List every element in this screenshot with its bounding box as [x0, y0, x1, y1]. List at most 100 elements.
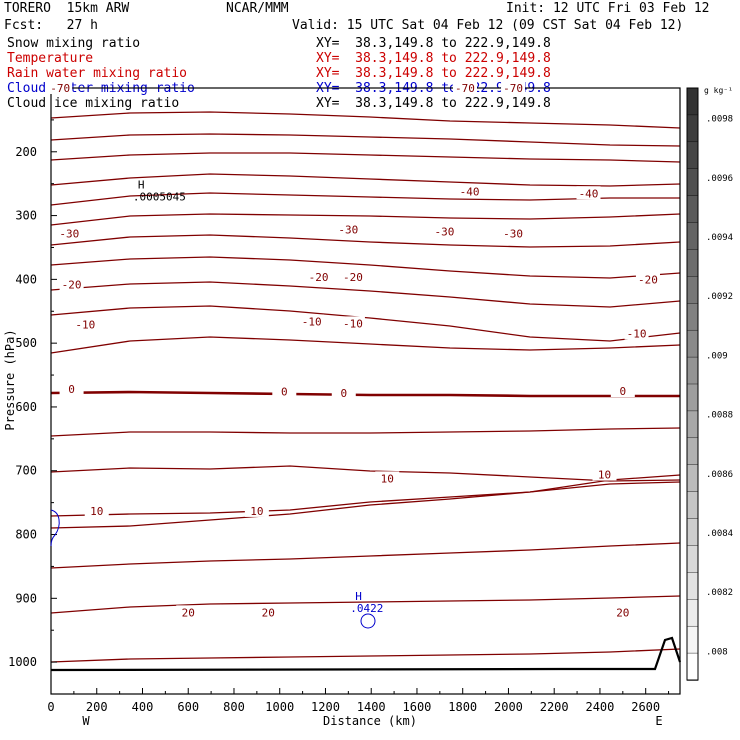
x-tick-label: 2200: [540, 700, 569, 714]
field-xy-rain: XY= 38.3,149.8 to 222.9,149.8: [316, 66, 551, 81]
colorbar-band: [686, 410, 699, 439]
isotherm-label: -10: [627, 328, 647, 341]
x-tick-label: 800: [223, 700, 245, 714]
maximum-marker: H: [138, 178, 145, 191]
isotherm-line: [50, 305, 681, 342]
isotherm-line: [50, 336, 681, 354]
isotherm-label-bg: [610, 605, 635, 619]
isotherm-label-bg: [59, 277, 84, 291]
x-tick-label: 1200: [311, 700, 340, 714]
isotherm-label-bg: [176, 605, 201, 619]
isotherm-line: [50, 152, 681, 163]
x-tick-label: 2600: [631, 700, 660, 714]
field-xy-snow: XY= 38.3,149.8 to 222.9,149.8: [316, 36, 551, 51]
colorbar-frame: [686, 87, 699, 681]
isotherm-label: -20: [638, 273, 658, 286]
colorbar-band: [686, 168, 699, 197]
isotherm-label: 20: [182, 606, 195, 619]
colorbar-tick-label: .008: [706, 647, 728, 657]
isotherm-label: 10: [598, 469, 611, 482]
isotherm-label-bg: [452, 81, 477, 94]
isotherm-line: [50, 465, 681, 482]
freezing-level-line: [50, 390, 680, 398]
isotherm-line: [50, 474, 681, 529]
cloud-water-contour: [360, 613, 376, 629]
colorbar-tick-label: .0092: [706, 292, 733, 302]
isotherm-label-bg: [501, 226, 526, 240]
y-tick-label: 800: [15, 528, 37, 542]
colorbar-band: [686, 599, 699, 627]
isotherm-label-bg: [59, 382, 84, 396]
isotherm-label: -70: [455, 82, 475, 95]
colorbar-band: [686, 545, 699, 574]
isotherm-line: [50, 234, 681, 248]
isotherm-line: [50, 133, 681, 147]
colorbar-band: [686, 491, 699, 520]
colorbar-band: [686, 87, 699, 116]
colorbar-band: [686, 356, 699, 385]
colorbar-band: [686, 572, 699, 600]
isotherm-label-bg: [306, 269, 331, 283]
colorbar-band: [686, 464, 699, 493]
colorbar-tick-label: .0096: [706, 174, 733, 184]
model-title: TORERO 15km ARW: [4, 1, 130, 16]
maximum-marker: H: [355, 590, 362, 603]
field-label-snow: Snow mixing ratio: [7, 36, 141, 51]
isotherm-label: -30: [434, 226, 454, 239]
isotherm-label: -10: [302, 315, 322, 328]
maximum-value: .0422: [350, 602, 383, 615]
y-tick-label: 500: [15, 336, 37, 350]
isotherm-label-bg: [432, 224, 457, 238]
isotherm-label: -70: [50, 82, 70, 95]
isotherm-label-bg: [375, 471, 400, 485]
colorbar-band: [686, 329, 699, 358]
maximum-value: .0005045: [133, 190, 186, 203]
forecast-hour: Fcst: 27 h: [4, 18, 98, 33]
colorbar-unit: g kg⁻¹: [704, 86, 733, 95]
x-tick-label: 2000: [494, 700, 523, 714]
isotherm-label-bg: [501, 81, 526, 94]
isotherm-label-bg: [57, 226, 82, 240]
x-axis-title: Distance (km): [323, 714, 417, 728]
y-tick-label: 200: [15, 145, 37, 159]
y-tick-label: 400: [15, 272, 37, 286]
field-xy-cloud-ice: XY= 38.3,149.8 to 222.9,149.8: [316, 96, 551, 111]
x-tick-label: 1000: [265, 700, 294, 714]
isotherm-line: [50, 173, 681, 187]
isotherm-label-bg: [73, 317, 98, 331]
colorbar-tick-label: .0084: [706, 529, 733, 539]
isotherm-line: [50, 256, 681, 279]
isotherm-label-bg: [610, 384, 635, 397]
x-tick-label: 1600: [403, 700, 432, 714]
isotherm-label-bg: [256, 605, 281, 619]
colorbar-band: [686, 303, 699, 331]
isotherm-line: [50, 111, 681, 129]
plot-frame: [50, 87, 681, 695]
isotherm-label-bg: [340, 269, 365, 283]
colorbar-tick-label: .0098: [706, 115, 733, 125]
colorbar-tick-label: .0094: [706, 233, 733, 243]
isotherm-line: [50, 481, 681, 517]
x-tick-label: 400: [132, 700, 154, 714]
colorbar-band: [686, 518, 699, 547]
field-label-rain: Rain water mixing ratio: [7, 66, 188, 81]
isotherm-label-bg: [635, 272, 660, 286]
y-tick-label: 300: [15, 209, 37, 223]
isotherm-label: -30: [503, 227, 523, 240]
isotherm-label: 10: [250, 505, 263, 518]
colorbar-band: [686, 114, 699, 143]
isotherm-label: -20: [62, 278, 82, 291]
colorbar-band: [686, 222, 699, 251]
cloud-water-contour: [50, 509, 60, 547]
org-title: NCAR/MMM: [226, 1, 289, 16]
field-label-temperature: Temperature: [7, 51, 94, 66]
y-axis-title: Pressure (hPa): [3, 329, 17, 430]
x-tick-label: 200: [86, 700, 108, 714]
isotherm-line: [50, 427, 681, 437]
init-time: Init: 12 UTC Fri 03 Feb 12: [506, 1, 710, 16]
isotherm-label-bg: [331, 385, 356, 399]
colorbar-band: [686, 249, 699, 278]
x-tick-label: 0: [47, 700, 54, 714]
isotherm-line: [50, 595, 681, 614]
